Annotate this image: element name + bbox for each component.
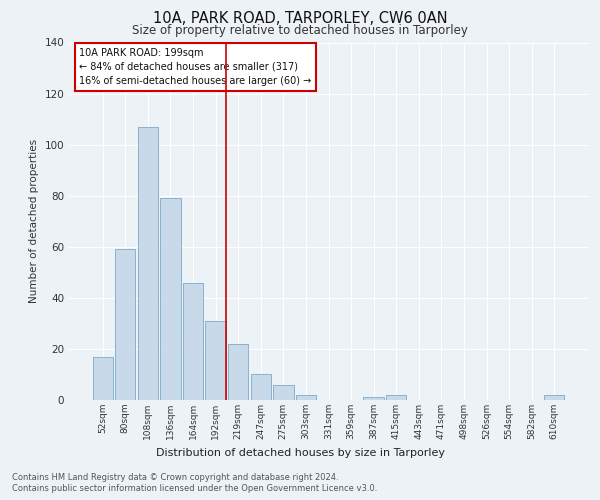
Bar xyxy=(228,344,248,400)
Y-axis label: Number of detached properties: Number of detached properties xyxy=(29,139,39,304)
Bar xyxy=(160,198,181,400)
Text: 10A PARK ROAD: 199sqm
← 84% of detached houses are smaller (317)
16% of semi-det: 10A PARK ROAD: 199sqm ← 84% of detached … xyxy=(79,48,311,86)
Bar xyxy=(205,321,226,400)
Bar xyxy=(296,395,316,400)
Bar xyxy=(544,395,565,400)
Bar xyxy=(138,127,158,400)
Bar xyxy=(273,384,293,400)
Text: 10A, PARK ROAD, TARPORLEY, CW6 0AN: 10A, PARK ROAD, TARPORLEY, CW6 0AN xyxy=(152,11,448,26)
Bar xyxy=(364,398,384,400)
Text: Contains HM Land Registry data © Crown copyright and database right 2024.: Contains HM Land Registry data © Crown c… xyxy=(12,472,338,482)
Bar xyxy=(183,282,203,400)
Text: Size of property relative to detached houses in Tarporley: Size of property relative to detached ho… xyxy=(132,24,468,37)
Bar xyxy=(92,356,113,400)
Bar xyxy=(251,374,271,400)
Bar xyxy=(386,395,406,400)
Text: Distribution of detached houses by size in Tarporley: Distribution of detached houses by size … xyxy=(155,448,445,458)
Text: Contains public sector information licensed under the Open Government Licence v3: Contains public sector information licen… xyxy=(12,484,377,493)
Bar xyxy=(115,250,136,400)
